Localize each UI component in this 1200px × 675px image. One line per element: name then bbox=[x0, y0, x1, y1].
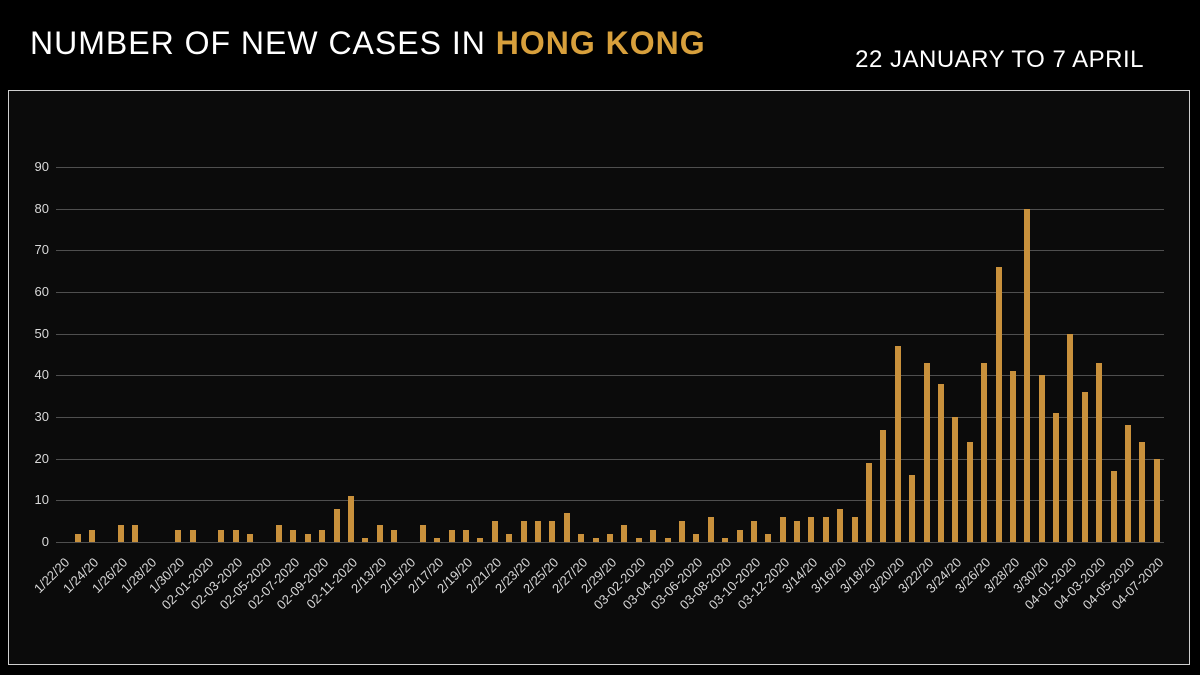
bar bbox=[822, 517, 829, 542]
y-axis-tick-label: 0 bbox=[41, 534, 49, 549]
bar bbox=[491, 521, 498, 542]
bar bbox=[1139, 442, 1146, 542]
bar bbox=[1067, 333, 1074, 542]
y-axis-tick-label: 40 bbox=[34, 367, 49, 383]
gridline bbox=[56, 458, 1164, 460]
bar bbox=[218, 529, 225, 542]
bar bbox=[506, 533, 513, 542]
bar bbox=[621, 525, 628, 542]
bar bbox=[1009, 371, 1016, 542]
bar bbox=[592, 537, 599, 542]
bar bbox=[707, 517, 714, 542]
bar bbox=[952, 417, 959, 542]
bar bbox=[635, 537, 642, 542]
y-axis-tick-label: 70 bbox=[34, 242, 49, 258]
bar bbox=[1153, 458, 1160, 542]
y-axis-tick-label: 80 bbox=[34, 200, 49, 216]
bar bbox=[650, 529, 657, 542]
bar bbox=[736, 529, 743, 542]
bar bbox=[851, 517, 858, 542]
bar bbox=[132, 525, 139, 542]
bar bbox=[750, 521, 757, 542]
bar bbox=[463, 529, 470, 542]
bar bbox=[74, 533, 81, 542]
bar bbox=[937, 383, 944, 542]
bar bbox=[1110, 471, 1117, 542]
bar bbox=[319, 529, 326, 542]
bar bbox=[837, 508, 844, 542]
bar bbox=[333, 508, 340, 542]
bar bbox=[1038, 375, 1045, 542]
bar bbox=[549, 521, 556, 542]
bar bbox=[779, 517, 786, 542]
gridline bbox=[56, 333, 1164, 335]
bar bbox=[1024, 208, 1031, 542]
bar bbox=[894, 346, 901, 542]
y-axis-tick-label: 10 bbox=[34, 492, 49, 508]
bar bbox=[247, 533, 254, 542]
plot-area: 0 10 20 30 40 50 60 70 80 90 1/22/20 1/24/20 1/26/20… bbox=[9, 91, 1189, 664]
bar bbox=[232, 529, 239, 542]
bar bbox=[1096, 362, 1103, 542]
bar bbox=[347, 496, 354, 542]
bar bbox=[563, 512, 570, 542]
bar bbox=[290, 529, 297, 542]
gridline bbox=[56, 167, 1164, 168]
bar bbox=[1081, 392, 1088, 542]
bar bbox=[693, 533, 700, 542]
bar bbox=[448, 529, 455, 542]
bar bbox=[419, 525, 426, 542]
gridline bbox=[56, 292, 1164, 293]
y-axis-tick-label: 30 bbox=[34, 409, 49, 424]
bar bbox=[981, 362, 988, 542]
bar bbox=[1053, 412, 1060, 542]
chart-panel: 0 10 20 30 40 50 60 70 80 90 1/22/20 1/24/20 1/26/20… bbox=[8, 90, 1190, 665]
gridline bbox=[56, 375, 1164, 377]
bar bbox=[866, 462, 872, 542]
gridline bbox=[56, 500, 1164, 502]
bar bbox=[520, 521, 527, 542]
bar bbox=[376, 525, 383, 542]
bar bbox=[362, 537, 369, 542]
chart-title-highlight: HONG KONG bbox=[495, 25, 706, 61]
gridline bbox=[56, 542, 1164, 543]
bar bbox=[808, 517, 815, 542]
y-axis-tick-label: 60 bbox=[34, 284, 49, 299]
bar bbox=[995, 267, 1002, 542]
chart-title-prefix: NUMBER OF NEW CASES IN bbox=[30, 25, 496, 61]
bar bbox=[880, 429, 887, 542]
bar bbox=[678, 521, 685, 542]
bar bbox=[578, 533, 585, 542]
bar bbox=[765, 533, 772, 542]
bar bbox=[535, 521, 542, 542]
chart-title: NUMBER OF NEW CASES IN HONG KONG bbox=[30, 25, 706, 61]
bar bbox=[477, 537, 484, 542]
bar bbox=[304, 533, 311, 542]
bar bbox=[664, 537, 671, 542]
bar bbox=[794, 521, 801, 542]
bar bbox=[189, 529, 196, 542]
gridline bbox=[56, 417, 1164, 418]
y-axis-tick-label: 90 bbox=[34, 159, 49, 174]
bar bbox=[88, 529, 95, 542]
y-axis-tick-label: 50 bbox=[34, 325, 49, 341]
bar bbox=[607, 533, 613, 542]
y-axis-tick-label: 20 bbox=[34, 450, 49, 466]
bar bbox=[434, 537, 441, 542]
gridline bbox=[56, 208, 1164, 210]
bar bbox=[923, 362, 930, 542]
bar bbox=[966, 442, 973, 542]
bar bbox=[117, 525, 124, 542]
bar bbox=[175, 529, 182, 542]
gridline bbox=[56, 250, 1164, 252]
bar bbox=[1125, 425, 1132, 542]
bar bbox=[909, 475, 916, 542]
bar bbox=[391, 529, 398, 542]
date-range-label: 22 JANUARY TO 7 APRIL bbox=[855, 46, 1144, 73]
bar bbox=[276, 525, 283, 542]
bar bbox=[722, 537, 729, 542]
